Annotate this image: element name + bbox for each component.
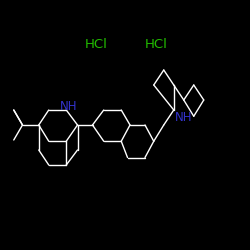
Text: HCl: HCl <box>145 38 168 52</box>
Text: NH: NH <box>60 100 78 113</box>
Text: NH: NH <box>175 111 192 124</box>
Text: HCl: HCl <box>85 38 108 52</box>
